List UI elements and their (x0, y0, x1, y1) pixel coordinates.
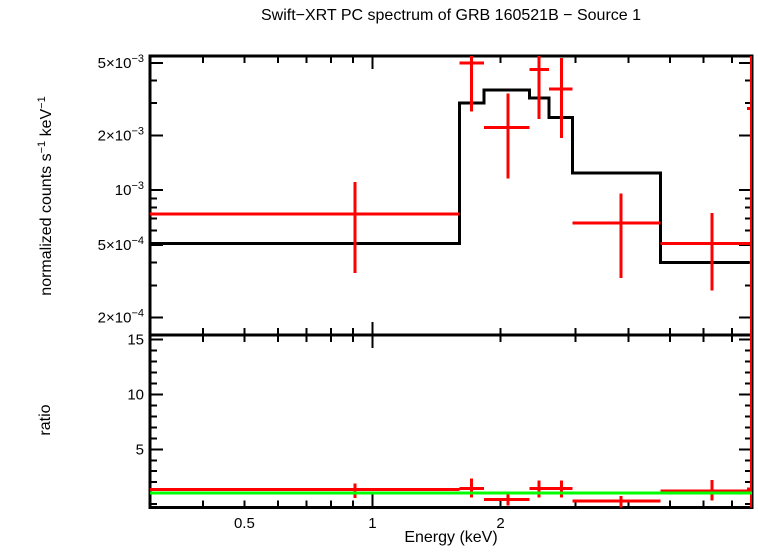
spectrum-y-tick-label: 2×10−3 (98, 125, 144, 144)
ratio-y-tick-label: 5 (136, 441, 144, 458)
ratio-data-points (150, 335, 752, 508)
ratio-y-tick-label: 10 (127, 386, 144, 403)
spectrum-y-tick-label: 2×10−4 (98, 307, 144, 326)
model-step-line (150, 88, 750, 264)
x-tick-label: 1 (368, 515, 376, 532)
chart-title: Swift−XRT PC spectrum of GRB 160521B − S… (260, 7, 642, 24)
x-tick-label: 0.5 (234, 515, 255, 532)
x-tick-label: 2 (496, 515, 504, 532)
ratio-y-tick-label: 15 (127, 331, 144, 348)
panel-frame-ratio (148, 333, 754, 509)
x-axis-label: Energy (keV) (404, 529, 498, 546)
spectrum-y-tick-label: 5×10−4 (98, 235, 144, 254)
spectrum-data-points (150, 56, 752, 335)
spectrum-y-tick-label: 5×10−3 (98, 53, 144, 72)
spectrum-y-tick-label: 10−3 (115, 180, 144, 199)
